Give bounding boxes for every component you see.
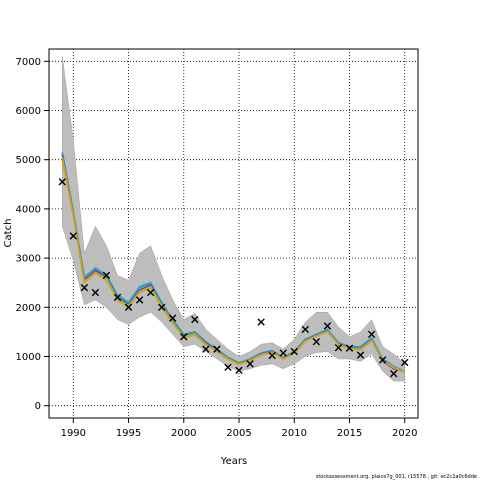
x-axis-title: Years [220, 456, 247, 467]
observed-point [312, 338, 321, 346]
observed-point [323, 322, 332, 330]
plot-frame [48, 48, 419, 419]
observed-point [356, 351, 365, 359]
observed-point [401, 358, 409, 367]
observed-point [202, 345, 210, 353]
observed-point [191, 315, 199, 324]
observed-point [235, 366, 243, 374]
observed-point [257, 318, 265, 326]
observed-point [268, 351, 276, 360]
y-tick-label: 1000 [16, 352, 41, 363]
observed-point [378, 356, 387, 364]
observed-point [246, 360, 254, 368]
observed-point [367, 330, 376, 339]
x-axis: 1990 1995 2000 2005 2010 2015 2020 [61, 418, 417, 439]
y-axis: 0 1000 2000 3000 4000 5000 6000 7000 [16, 57, 49, 412]
observed-point [80, 283, 89, 292]
y-tick-label: 6000 [16, 106, 41, 117]
observed-point [169, 314, 177, 322]
observed-point [180, 333, 188, 341]
observed-point [301, 325, 310, 334]
y-tick-label: 3000 [16, 254, 41, 265]
observed-point [113, 293, 122, 302]
observed-point [390, 370, 398, 378]
observed-point [135, 296, 144, 304]
observed-point [279, 349, 287, 357]
x-tick-label: 1995 [116, 428, 141, 439]
observed-point [345, 344, 354, 352]
observed-point [69, 232, 78, 240]
x-tick-label: 2000 [171, 428, 196, 439]
y-tick-label: 2000 [16, 303, 41, 314]
y-tick-label: 0 [35, 401, 41, 412]
x-tick-label: 2005 [226, 428, 251, 439]
observed-point [58, 178, 66, 186]
observed-point [334, 343, 343, 352]
x-tick-label: 2015 [337, 428, 362, 439]
series-line [61, 159, 406, 373]
observed-point [157, 303, 166, 311]
observed-point [102, 271, 111, 280]
observed-point [213, 345, 221, 353]
x-tick-label: 2010 [282, 428, 307, 439]
confidence-band [62, 56, 405, 382]
observed-point [290, 347, 298, 356]
observed-point [146, 288, 155, 297]
observed-point [91, 288, 100, 297]
x-tick-label: 2020 [392, 428, 417, 439]
y-tick-label: 7000 [16, 57, 41, 68]
y-tick-label: 5000 [16, 155, 41, 166]
observed-point [224, 363, 232, 372]
observed-point [124, 303, 133, 311]
confidence-band-layer [62, 56, 405, 382]
y-axis-title: Catch [3, 219, 14, 248]
y-tick-label: 4000 [16, 204, 41, 215]
footer-credit: stockassessment.org, plaice7g_001, r1557… [316, 474, 477, 480]
x-tick-label: 1990 [61, 428, 86, 439]
observed-points-layer [58, 178, 409, 378]
